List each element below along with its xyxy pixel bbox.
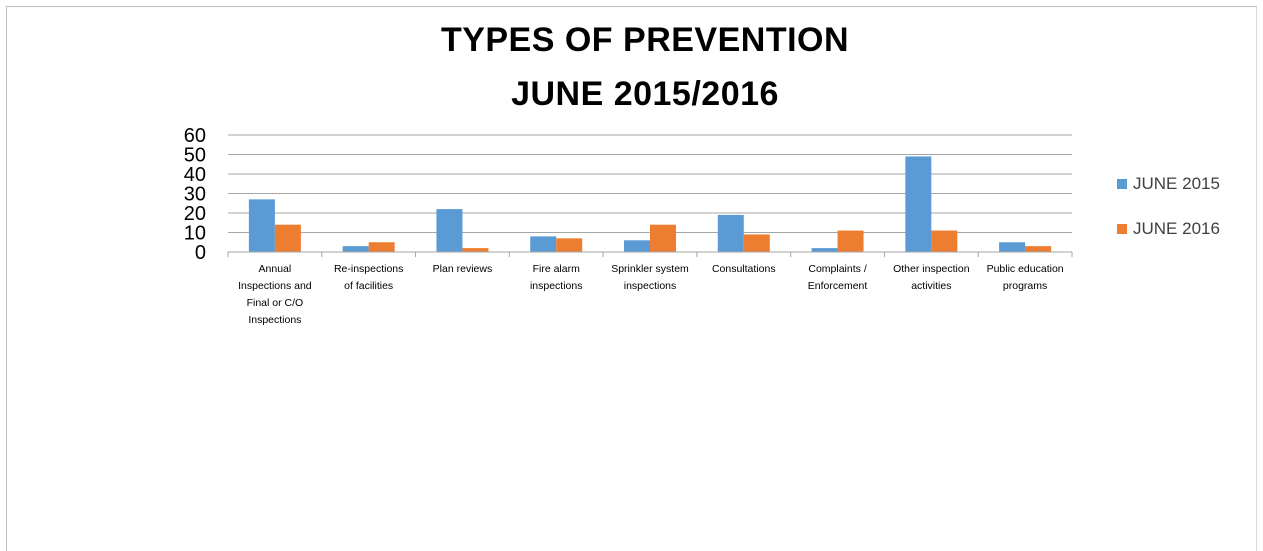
bar-june-2016 bbox=[650, 224, 676, 252]
bar-june-2016 bbox=[274, 224, 301, 252]
y-tick-label: 30 bbox=[184, 184, 206, 206]
bar-june-2015 bbox=[905, 156, 932, 252]
bar-june-2016 bbox=[743, 234, 770, 252]
y-tick-label: 20 bbox=[184, 203, 206, 225]
y-tick-label: 40 bbox=[184, 164, 206, 186]
bar-june-2016 bbox=[556, 238, 583, 252]
x-tick-label: Complaints / Enforcement bbox=[808, 263, 868, 292]
chart-frame bbox=[6, 6, 1257, 551]
bar-june-2016 bbox=[931, 230, 958, 252]
y-tick-label: 0 bbox=[195, 242, 206, 264]
legend-label-june-2016: JUNE 2016 bbox=[1133, 219, 1220, 238]
bar-june-2015 bbox=[811, 248, 838, 252]
bar-june-2015 bbox=[530, 236, 557, 252]
bar-june-2015 bbox=[624, 240, 650, 252]
x-tick-label: Fire alarm inspections bbox=[530, 263, 583, 292]
x-tick-label: Public education programs bbox=[987, 263, 1064, 292]
x-tick-label: Annual Inspections and Final or C/O Inspect… bbox=[238, 263, 312, 326]
bar-june-2015 bbox=[717, 214, 744, 252]
x-tick-label: Sprinkler system inspections bbox=[611, 263, 689, 292]
bar-june-2016 bbox=[462, 248, 489, 252]
chart-subtitle: JUNE 2015/2016 bbox=[511, 75, 779, 113]
legend-item-june-2016: JUNE 2016 bbox=[1117, 219, 1220, 239]
y-tick-label: 50 bbox=[184, 145, 206, 167]
x-tick-label: Plan reviews bbox=[433, 263, 493, 275]
bar-june-2016 bbox=[1025, 246, 1052, 252]
legend-swatch-june-2015 bbox=[1117, 179, 1127, 189]
bar-june-2015 bbox=[248, 199, 275, 252]
bar-june-2015 bbox=[436, 209, 463, 252]
legend-item-june-2015: JUNE 2015 bbox=[1117, 174, 1220, 194]
chart-title: TYPES OF PREVENTION bbox=[440, 21, 850, 59]
bar-june-2016 bbox=[837, 230, 864, 252]
y-tick-label: 10 bbox=[184, 223, 206, 245]
y-tick-label: 60 bbox=[184, 125, 206, 147]
bar-june-2015 bbox=[342, 246, 369, 252]
x-tick-label: Consultations bbox=[712, 263, 776, 275]
x-tick-label: Re-inspections of facilities bbox=[334, 263, 403, 292]
x-tick-label: Other inspection activities bbox=[893, 263, 970, 292]
legend-swatch-june-2016 bbox=[1117, 224, 1127, 234]
bar-june-2016 bbox=[368, 242, 395, 252]
legend-label-june-2015: JUNE 2015 bbox=[1133, 174, 1220, 193]
bar-june-2015 bbox=[999, 242, 1026, 252]
